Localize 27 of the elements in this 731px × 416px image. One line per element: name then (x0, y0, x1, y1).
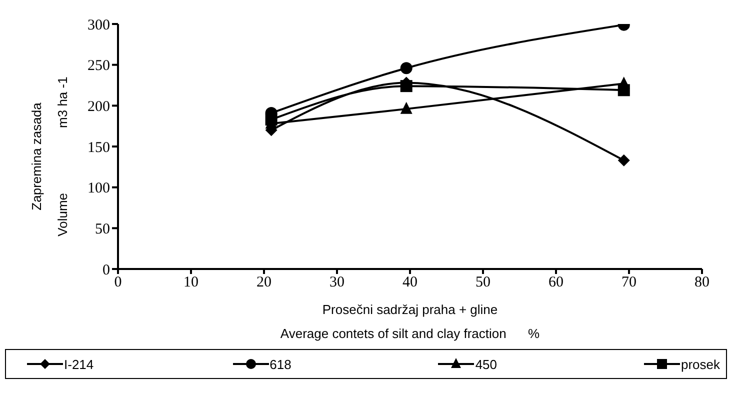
legend-label: prosek (680, 356, 720, 372)
x-tick-label: 20 (256, 274, 272, 291)
y-tick-label: 300 (88, 17, 110, 34)
y-tick-label: 200 (88, 98, 110, 115)
x-tick-label: 60 (548, 274, 564, 291)
point (400, 80, 412, 92)
y-axis-title: Zapremina zasada Volume m3 ha -1 (29, 76, 70, 236)
x-tick-label: 50 (476, 274, 490, 291)
legend-label: I-214 (64, 356, 94, 372)
y-tick-label: 50 (95, 221, 110, 238)
y-tick-label: 0 (102, 262, 110, 278)
point (618, 154, 630, 166)
x-tick-label: 30 (330, 274, 344, 291)
x-tick-label: 80 (694, 274, 710, 291)
x-tick-label: 10 (184, 274, 198, 291)
x-axis-title: Prosečni sadržaj praha + gline Average contets of silt and clay fraction % (280, 302, 540, 341)
x-tick-label: 70 (622, 274, 636, 291)
x-tick-label: 40 (402, 274, 418, 291)
legend-label: 618 (270, 356, 292, 372)
y-tick-label: 150 (88, 140, 110, 156)
y-tick-label: 250 (88, 58, 110, 74)
x-tick-label: 0 (114, 274, 122, 291)
point (400, 102, 412, 114)
legend-label: 450 (475, 356, 498, 372)
point (400, 62, 412, 74)
y-tick-label: 100 (88, 180, 110, 197)
point (618, 84, 630, 96)
